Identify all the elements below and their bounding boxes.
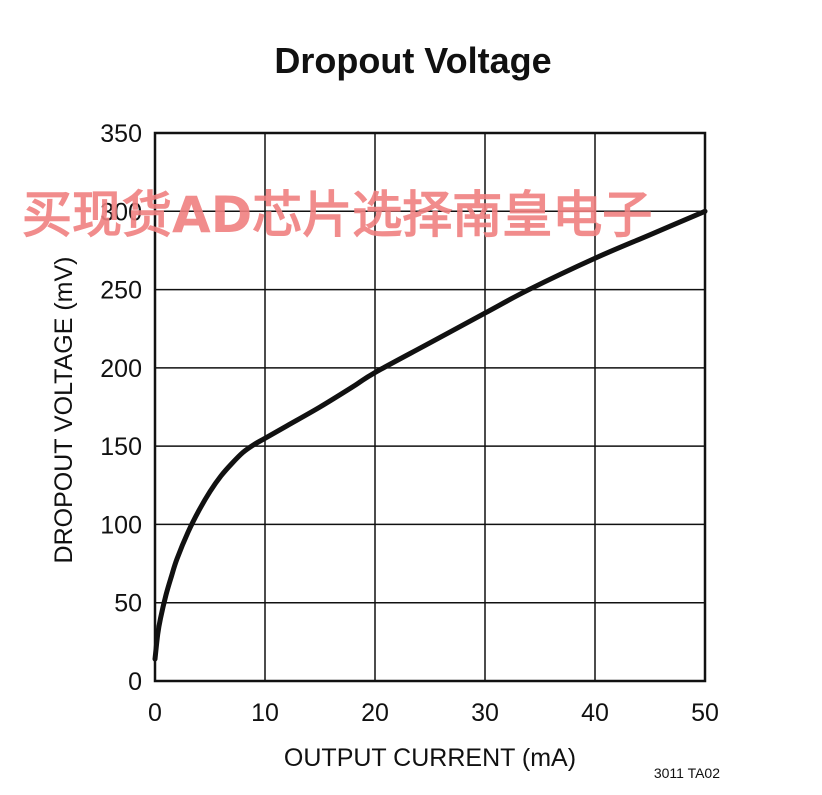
y-tick-label: 50 xyxy=(114,590,142,618)
x-axis-label: OUTPUT CURRENT (mA) xyxy=(284,744,576,772)
figure-code: 3011 TA02 xyxy=(654,765,720,781)
y-tick-label: 0 xyxy=(128,668,142,696)
y-tick-label: 150 xyxy=(100,433,142,461)
y-tick-label: 250 xyxy=(100,277,142,305)
x-axis-ticks: 0 10 20 30 40 50 xyxy=(148,699,719,727)
dropout-voltage-line xyxy=(152,208,708,662)
y-tick-label: 300 xyxy=(100,198,142,226)
chart-title: Dropout Voltage xyxy=(274,40,551,81)
y-axis-label: DROPOUT VOLTAGE (mV) xyxy=(50,257,78,564)
x-tick-label: 40 xyxy=(581,699,609,727)
x-tick-label: 20 xyxy=(361,699,389,727)
x-tick-label: 0 xyxy=(148,699,162,727)
x-tick-label: 30 xyxy=(471,699,499,727)
x-tick-label: 10 xyxy=(251,699,279,727)
y-tick-label: 100 xyxy=(100,511,142,539)
x-tick-label: 50 xyxy=(691,699,719,727)
y-tick-label: 200 xyxy=(100,355,142,383)
y-axis-ticks: 0 50 100 150 200 250 300 350 xyxy=(100,120,142,696)
plot-frame xyxy=(153,131,707,683)
watermark-text: 买现货AD芯片选择南皇电子 xyxy=(22,186,652,244)
y-tick-label: 350 xyxy=(100,120,142,148)
